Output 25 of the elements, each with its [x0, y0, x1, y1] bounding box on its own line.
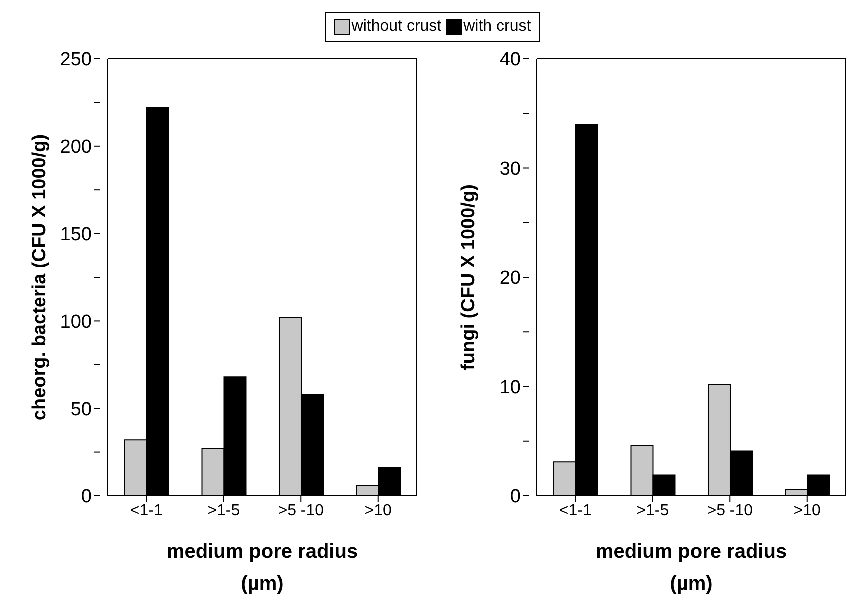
y-tick-label: 40 [500, 50, 521, 71]
y-tick-label: 50 [70, 399, 92, 420]
x-tick-label: >1-5 [636, 502, 670, 520]
legend-label: with crust [462, 18, 532, 36]
y-axis-title: fungi (CFU X 1000/g) [458, 184, 480, 370]
y-tick-label: 0 [81, 486, 92, 508]
y-tick-label: 150 [60, 224, 92, 246]
x-tick-label: >10 [364, 502, 392, 520]
y-tick-label: 200 [60, 137, 92, 158]
x-tick-label: >5 -10 [707, 502, 754, 520]
legend-label: without crust [350, 18, 442, 36]
y-axis-title: cheorg. bacteria (CFU X 1000/g) [30, 134, 51, 421]
x-tick-label: <1-1 [130, 502, 163, 520]
y-tick-label: 100 [60, 312, 92, 333]
x-tick-label: >1-5 [208, 502, 240, 520]
y-tick-label: 10 [500, 377, 521, 398]
y-tick-label: 20 [500, 268, 521, 290]
y-tick-label: 30 [500, 158, 521, 180]
x-tick-label: <1-1 [559, 502, 592, 520]
y-tick-label: 250 [60, 50, 92, 71]
x-tick-label: >5 -10 [278, 502, 324, 520]
x-axis-title: medium pore radius (µm) [166, 541, 358, 595]
x-tick-label: >10 [794, 502, 822, 520]
x-axis-title: medium pore radius (µm) [596, 541, 788, 595]
y-tick-label: 0 [510, 486, 521, 508]
